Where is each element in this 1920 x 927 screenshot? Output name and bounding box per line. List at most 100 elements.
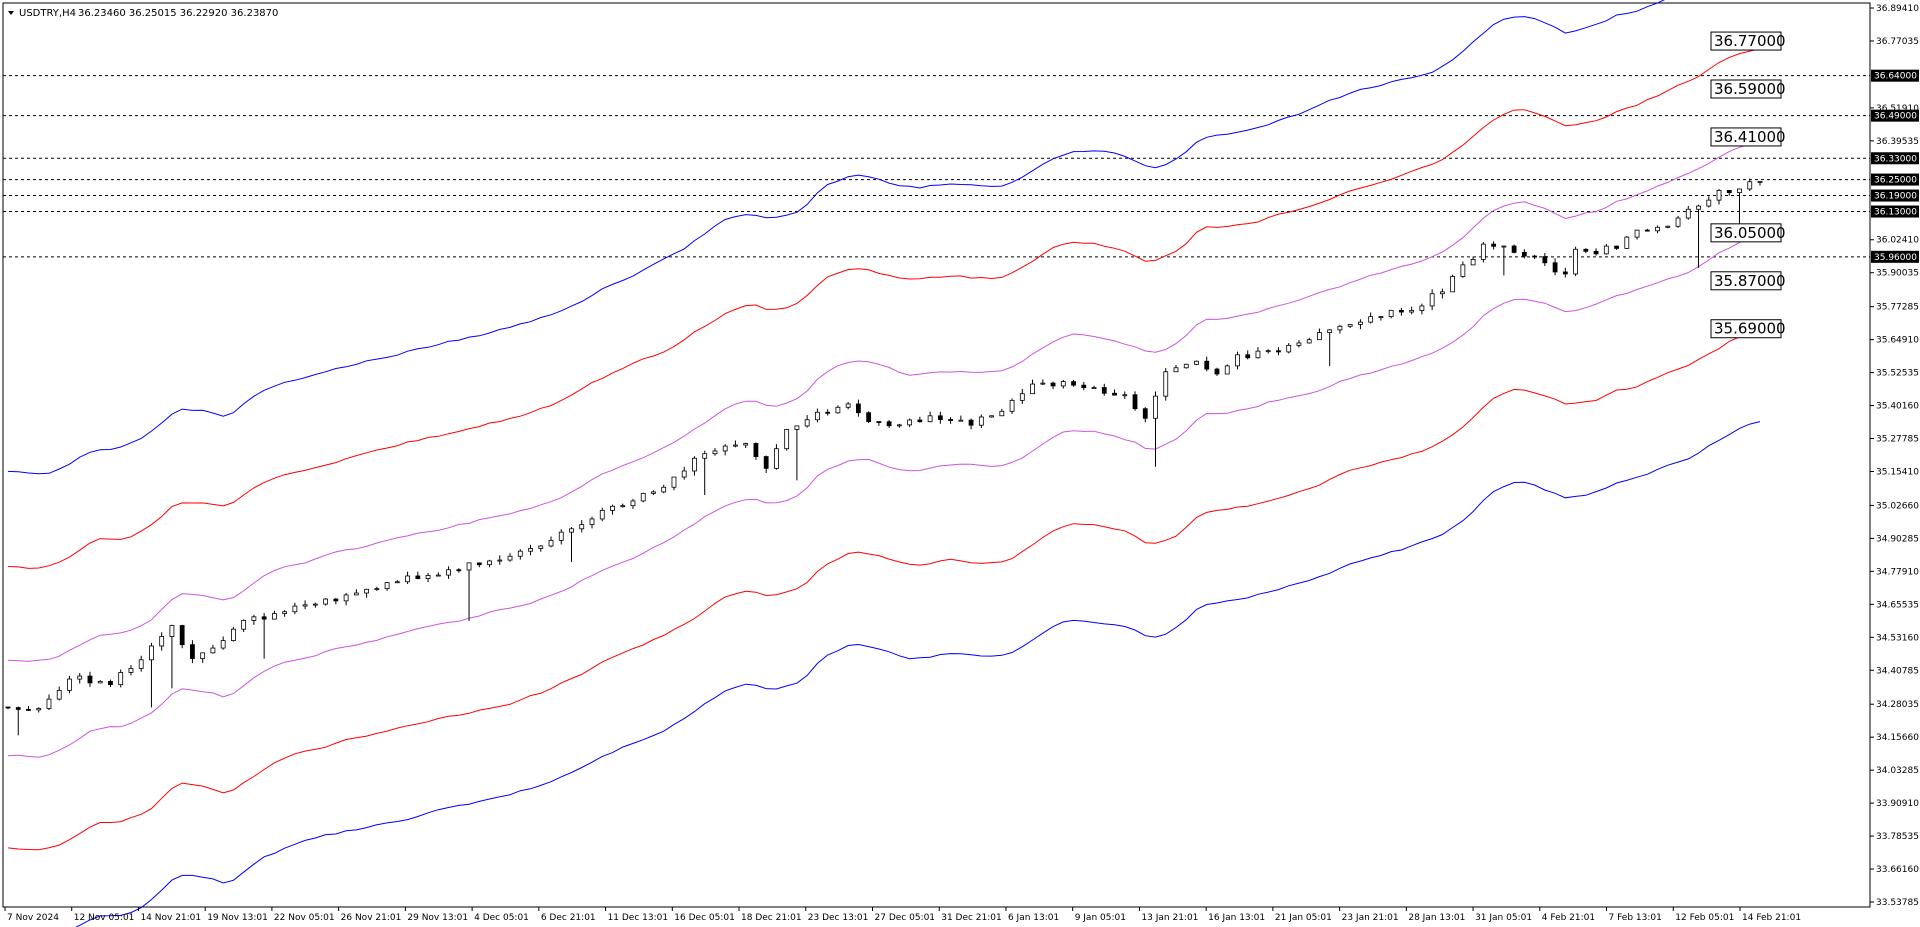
candle-body [261,616,267,620]
y-tick-label: 35.15410 [1876,467,1919,477]
candle-body [538,545,544,549]
candle-body [1286,344,1292,353]
x-tick-label: 23 Jan 21:01 [1342,913,1399,923]
candle-body [968,419,974,426]
candle-body [1132,394,1138,410]
price-axis: 36.89410 36.77035 36.51910 36.39535 36.02410… [1870,4,1919,908]
candle-body [1685,208,1691,219]
channel-band-5 [7,329,1761,851]
candle-body [1204,360,1210,370]
y-tick-label: 34.53160 [1876,633,1919,643]
channel-band-2 [7,48,1761,569]
candle-body [149,645,154,661]
y-tick-label: 35.27785 [1876,435,1919,445]
candle-body [374,588,380,591]
candle-body [179,625,185,646]
channel-label-box[interactable] [1710,319,1782,339]
time-axis: 7 Nov 2024 12 Nov 05:01 14 Nov 21:01 19 Nov… [4,907,1801,923]
x-tick-label: 6 Dec 21:01 [541,913,596,923]
candle-body [835,406,841,414]
candle-body [1409,310,1415,313]
candle-body [1521,252,1527,257]
candle-body [251,616,257,621]
price-level-tag [1871,69,1919,82]
y-tick-label: 33.53785 [1876,898,1919,908]
candle-body [353,592,359,596]
candle-body [1214,368,1220,375]
candle-body [548,539,554,547]
x-tick-label: 4 Dec 05:01 [474,913,529,923]
channel-label-box[interactable] [1710,271,1782,291]
candle-body [292,605,298,613]
candle-body [1583,248,1589,252]
candle-body [1347,324,1353,327]
candle-body [753,443,759,457]
candle-body [343,594,349,602]
dropdown-triangle-icon[interactable] [8,11,14,15]
candle-body [681,470,687,478]
candle-body [937,415,943,420]
candle-body [67,678,72,691]
y-tick-label: 35.77285 [1876,303,1919,313]
candle-body [507,555,513,561]
channel-label-box[interactable] [1710,31,1782,51]
candle-body [271,613,277,620]
candle-body [487,560,492,566]
candle-body [1050,382,1056,387]
candle-body [784,429,790,450]
candle-body [1706,199,1712,207]
y-tick-label: 33.66160 [1876,865,1919,875]
candle-body [5,706,11,709]
candle-body [620,505,626,508]
candle-body [630,500,636,507]
candle-body [466,562,472,571]
channel-label-text: 35.69000 [1714,320,1786,338]
candle-body [1644,229,1650,232]
candle-body [169,625,175,637]
candle-body [1296,342,1302,346]
chart-header: USDTRY,H4 36.23460 36.25015 36.22920 36.… [8,8,278,19]
candle-body [978,416,984,426]
y-tick-label: 35.02660 [1876,501,1919,511]
y-tick-label: 34.90285 [1876,534,1919,544]
candle-body [999,410,1005,417]
candle-body [907,419,913,426]
candle-body [1235,354,1240,367]
x-tick-label: 31 Jan 05:01 [1475,913,1532,923]
candle-body [302,604,308,607]
candle-body [1255,350,1261,359]
y-tick-label: 36.77035 [1876,37,1919,47]
candle-body [1439,291,1445,295]
candle-body [948,419,953,421]
candle-body [774,448,779,469]
candle-body [1716,189,1722,201]
y-tick-label: 35.64910 [1876,336,1919,346]
candle-body [1593,250,1599,255]
candle-body [1368,316,1374,323]
price-level-tag-text: 36.25000 [1874,176,1917,186]
candle-body [528,548,533,552]
channel-label-box[interactable] [1710,223,1782,243]
candle-body [1470,259,1476,266]
candle-body [1634,229,1640,238]
candle-body [1552,262,1558,273]
candle-body [56,690,62,700]
candle-body [1378,316,1384,318]
candle-body [804,419,810,427]
candle-body [702,453,708,459]
x-tick-label: 4 Feb 21:01 [1542,913,1595,923]
channel-label-box[interactable] [1710,79,1782,99]
channel-label-box[interactable] [1710,127,1782,147]
candle-body [1450,276,1456,293]
candle-body [87,675,93,684]
candle-body [1306,339,1312,344]
y-tick-label: 35.52535 [1876,369,1919,379]
x-tick-label: 29 Nov 13:01 [407,913,468,923]
candle-body [200,652,206,659]
channel-bands [7,0,1761,927]
candle-body [1163,371,1169,397]
y-tick-label: 33.78535 [1876,832,1919,842]
candle-body [1122,394,1128,397]
